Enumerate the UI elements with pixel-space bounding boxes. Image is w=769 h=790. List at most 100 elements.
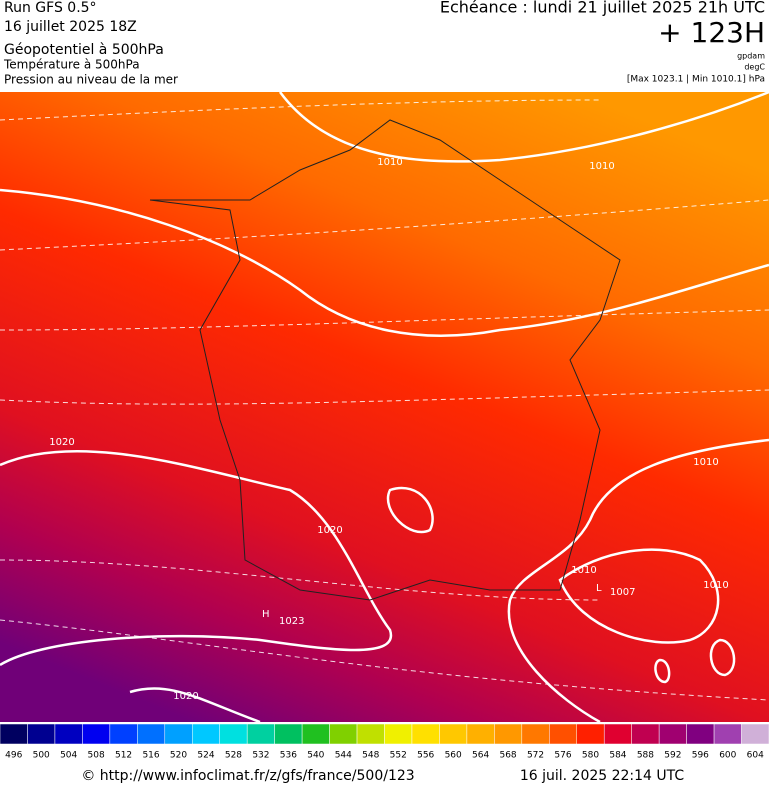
isobar (558, 548, 720, 644)
run-date: 16 juillet 2025 18Z (4, 19, 137, 35)
colorbar-label: 540 (307, 751, 324, 761)
colorbar-label: 568 (499, 751, 516, 761)
colorbar-label: 560 (445, 751, 462, 761)
isobar (129, 687, 261, 724)
isobar (507, 438, 769, 724)
color-swatch (658, 723, 687, 745)
contour-label: 1020 (317, 525, 342, 536)
run: Run GFS 0.5° (4, 0, 97, 16)
color-swatch (686, 723, 715, 745)
colorbar-label: 496 (5, 751, 22, 761)
color-swatch (164, 723, 193, 745)
contour-label: 1010 (589, 161, 614, 172)
isotherm (0, 99, 601, 121)
source: © http://www.infoclimat.fr/z/gfs/france/… (81, 768, 414, 784)
contour-label: 1020 (173, 691, 198, 702)
colorbar-label: 576 (554, 751, 571, 761)
color-swatch (631, 723, 660, 745)
colorbar-label: 556 (417, 751, 434, 761)
colorbar-label: 548 (362, 751, 379, 761)
color-swatch (466, 723, 495, 745)
color-swatch (0, 723, 28, 745)
color-swatch (27, 723, 56, 745)
colorbar-label: 552 (390, 751, 407, 761)
color-swatch (713, 723, 742, 745)
colorbar-label: 528 (225, 751, 242, 761)
colorbar-label: 544 (335, 751, 352, 761)
high-value: 1023 (279, 616, 304, 627)
colorbar-label: 536 (280, 751, 297, 761)
colorbar-label: 504 (60, 751, 77, 761)
map: 1010 1010 1020 1020 1020 1010 1010 1010 H 1023 L 10… (0, 90, 769, 724)
high-letter: H (262, 609, 270, 620)
isotherm (0, 199, 769, 251)
color-swatch (82, 723, 111, 745)
color-swatch (356, 723, 385, 745)
color-swatch (329, 723, 358, 745)
field: Géopotentiel à 500hPa (4, 42, 164, 58)
colorbar-label: 572 (527, 751, 544, 761)
color-swatch (603, 723, 632, 745)
low-letter: L (596, 583, 602, 594)
color-swatch (109, 723, 138, 745)
color-swatch (219, 723, 248, 745)
isobar (709, 638, 736, 677)
color-swatch (274, 723, 303, 745)
colorbar-label: 508 (88, 751, 105, 761)
colorbar-label: 520 (170, 751, 187, 761)
color-swatch (521, 723, 550, 745)
isobar (0, 449, 393, 667)
color-swatch (411, 723, 440, 745)
france-outline (149, 119, 621, 601)
color-swatch (301, 723, 330, 745)
contour-label: 1010 (693, 457, 718, 468)
colorbar-label: 604 (747, 751, 764, 761)
contour-label: 1010 (377, 157, 402, 168)
isotherm (0, 559, 601, 601)
colorbar-label: 512 (115, 751, 132, 761)
contour-label: 1010 (703, 580, 728, 591)
isobar (0, 188, 769, 337)
isotherm (0, 389, 769, 405)
color-swatch (576, 723, 605, 745)
temperature-field (0, 92, 769, 722)
colorbar-label: 516 (142, 751, 159, 761)
isotherm (0, 309, 769, 331)
timestamp: 16 juil. 2025 22:14 UTC (520, 768, 685, 784)
colorbar-label: 600 (719, 751, 736, 761)
isobar (386, 486, 434, 534)
color-swatch (192, 723, 220, 745)
colorbar-label: 524 (197, 751, 214, 761)
header: Run GFS 0.5° 16 juillet 2025 18Z Géopote… (3, 0, 765, 87)
color-swatch (246, 723, 275, 745)
isotherm (0, 619, 769, 701)
color-swatch (137, 723, 166, 745)
isobar (654, 658, 671, 684)
color-swatch (494, 723, 523, 745)
unit: degC (744, 63, 765, 72)
isobar (278, 90, 769, 163)
color-swatch (54, 723, 83, 745)
color-swatch (384, 723, 413, 745)
color-swatch (549, 723, 577, 745)
colorbar-label: 584 (609, 751, 626, 761)
colorbar-label: 500 (33, 751, 50, 761)
range: [Max 1023.1 | Min 1010.1] hPa (627, 75, 765, 85)
low-value: 1007 (610, 587, 635, 598)
colorbar-label: 532 (252, 751, 269, 761)
contour-label: 1020 (49, 437, 74, 448)
unit: gpdam (737, 52, 765, 61)
colorbar-label: 564 (472, 751, 489, 761)
echeance: Echéance : lundi 21 juillet 2025 21h UTC (440, 0, 765, 17)
color-swatch (439, 723, 468, 745)
field: Pression au niveau de la mer (4, 73, 178, 87)
color-swatch (741, 723, 769, 745)
contour-label: 1010 (571, 565, 596, 576)
colorbar-label: 596 (692, 751, 709, 761)
field: Température à 500hPa (3, 58, 140, 72)
colorbar-label: 588 (637, 751, 654, 761)
lead-time: + 123H (658, 16, 765, 49)
colorbar: 496 500 504 508 512 516 520 524 528 532 536 540 544 5… (0, 723, 769, 761)
colorbar-label: 580 (582, 751, 599, 761)
